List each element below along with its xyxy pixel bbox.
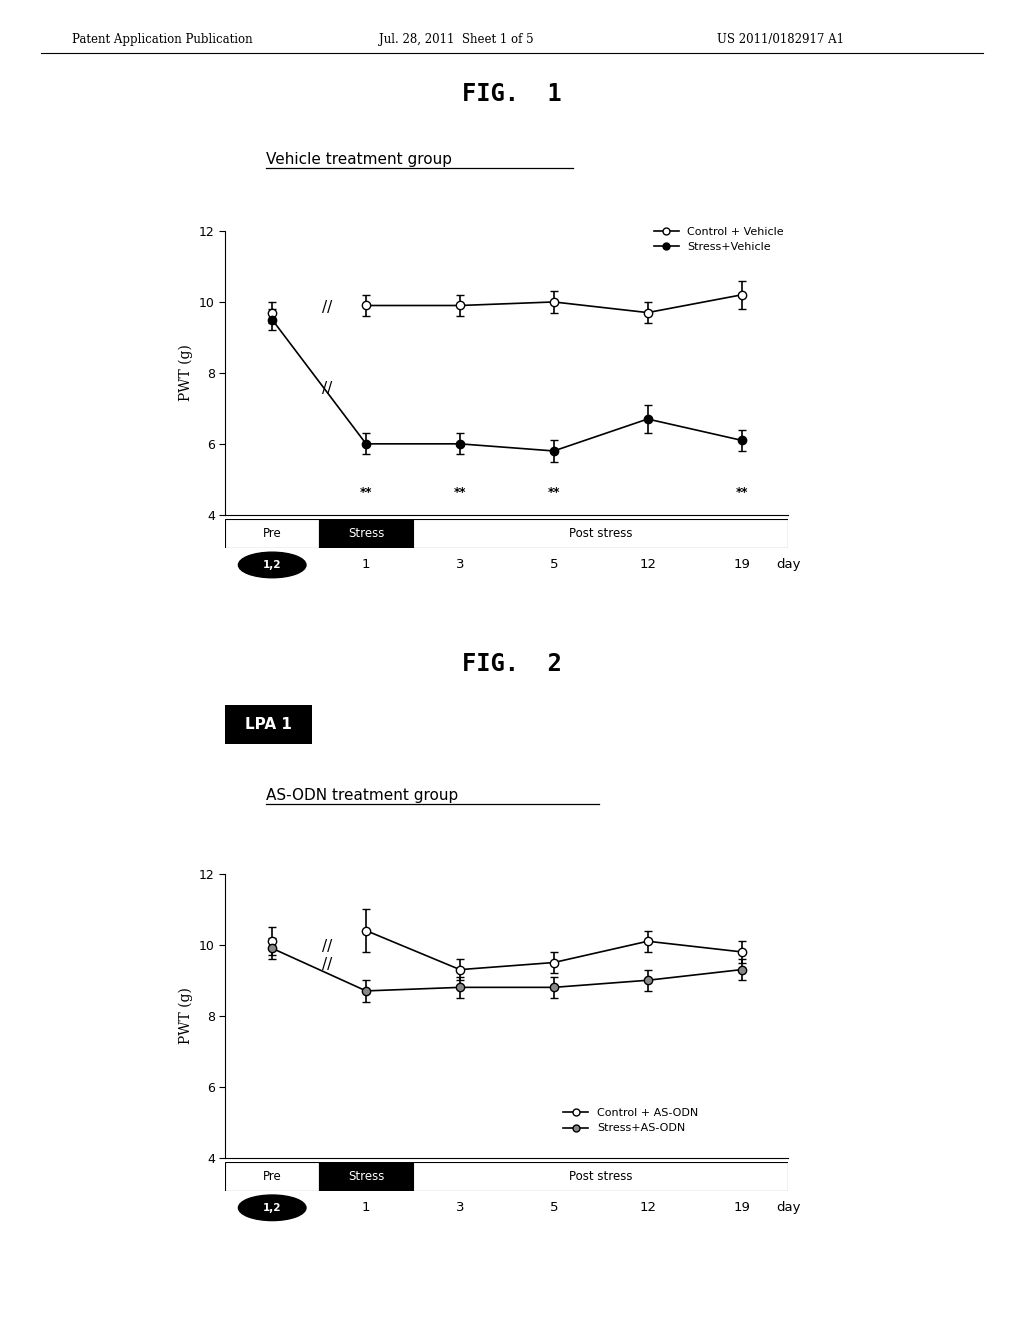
Ellipse shape [239,552,306,578]
Text: FIG.  1: FIG. 1 [462,82,562,106]
Text: day: day [776,558,801,572]
Text: 5: 5 [550,1201,558,1214]
Legend: Control + AS-ODN, Stress+AS-ODN: Control + AS-ODN, Stress+AS-ODN [559,1104,702,1138]
Text: FIG.  2: FIG. 2 [462,652,562,676]
Text: //: // [322,300,332,314]
Text: Post stress: Post stress [569,1170,633,1183]
Text: LPA 1: LPA 1 [246,717,292,733]
Text: 1: 1 [361,1201,371,1214]
Text: 1,2: 1,2 [263,560,282,570]
Y-axis label: PWT (g): PWT (g) [179,345,194,401]
Text: 3: 3 [456,1201,464,1214]
Bar [413,519,788,548]
Text: //: // [322,957,332,972]
Text: 3: 3 [456,558,464,572]
Bar [225,519,319,548]
Text: **: ** [454,486,466,499]
Bar [413,1162,788,1191]
Text: //: // [322,939,332,954]
Text: **: ** [735,486,748,499]
Text: //: // [322,381,332,396]
Text: 1,2: 1,2 [263,1203,282,1213]
Bar [319,519,413,548]
Text: 5: 5 [550,558,558,572]
Text: Stress: Stress [348,1170,384,1183]
Bar [225,1162,319,1191]
Legend: Control + Vehicle, Stress+Vehicle: Control + Vehicle, Stress+Vehicle [649,222,788,257]
Text: Jul. 28, 2011  Sheet 1 of 5: Jul. 28, 2011 Sheet 1 of 5 [379,33,534,46]
Text: Pre: Pre [263,527,282,540]
Text: 1: 1 [361,558,371,572]
Text: Stress: Stress [348,527,384,540]
Text: Pre: Pre [263,1170,282,1183]
Text: 12: 12 [639,1201,656,1214]
Text: Patent Application Publication: Patent Application Publication [72,33,252,46]
Text: 19: 19 [733,1201,750,1214]
Y-axis label: PWT (g): PWT (g) [179,987,194,1044]
Text: 19: 19 [733,558,750,572]
Text: day: day [776,1201,801,1214]
Text: Post stress: Post stress [569,527,633,540]
Text: Vehicle treatment group: Vehicle treatment group [266,152,453,166]
Text: US 2011/0182917 A1: US 2011/0182917 A1 [717,33,844,46]
Ellipse shape [239,1195,306,1221]
Text: **: ** [548,486,560,499]
Bar [319,1162,413,1191]
Text: AS-ODN treatment group: AS-ODN treatment group [266,788,459,803]
Text: **: ** [359,486,373,499]
Text: 12: 12 [639,558,656,572]
